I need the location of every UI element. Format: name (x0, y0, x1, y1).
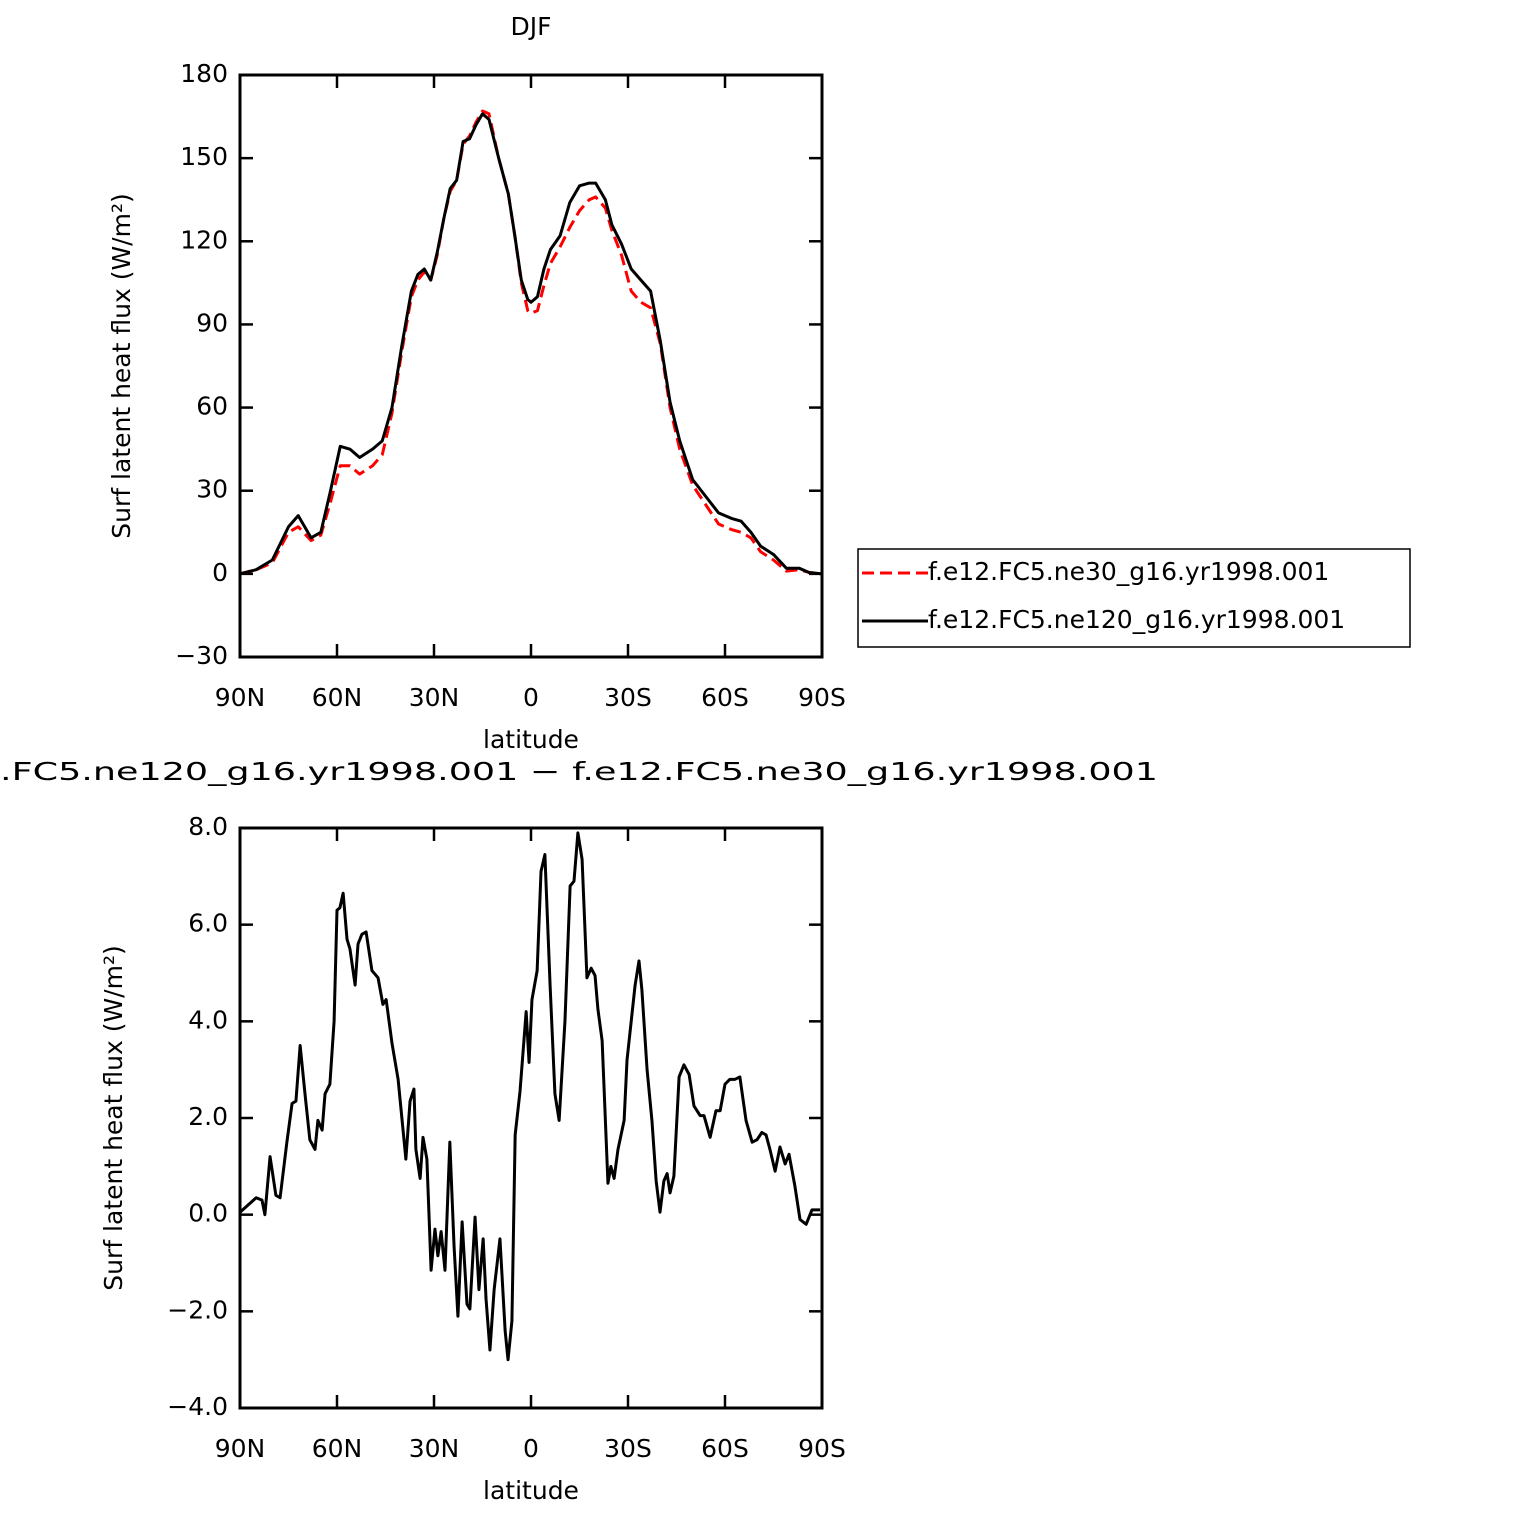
y-tick-label: 120 (180, 225, 228, 254)
series-line (239, 112, 823, 576)
legend-box (857, 548, 1411, 648)
x-axis-label: latitude (483, 1476, 579, 1505)
series-line (238, 831, 821, 1362)
plot-frame (238, 73, 824, 659)
y-axis-label: Surf latent heat flux (W/m²) (99, 945, 128, 1290)
y-tick-label: −30 (175, 641, 228, 670)
x-tick-label: 30S (604, 1434, 652, 1463)
y-axis-label: Surf latent heat flux (W/m²) (107, 193, 136, 538)
y-tick-label: −4.0 (167, 1392, 228, 1421)
y-tick-label: −2.0 (167, 1295, 228, 1324)
x-tick-label: 60S (701, 1434, 749, 1463)
x-tick-label: 30N (409, 1434, 460, 1463)
chart-title: DJF (510, 12, 551, 41)
y-tick-label: 60 (196, 392, 228, 421)
y-tick-label: 6.0 (188, 909, 228, 938)
legend-label: f.e12.FC5.ne30_g16.yr1998.001 (928, 557, 1329, 586)
y-tick-label: 150 (180, 142, 228, 171)
x-tick-label: 90N (215, 683, 266, 712)
y-tick-label: 180 (180, 59, 228, 88)
y-tick-label: 4.0 (188, 1005, 228, 1034)
x-tick-label: 60S (701, 683, 749, 712)
x-tick-label: 90S (798, 683, 846, 712)
y-tick-label: 0.0 (188, 1199, 228, 1228)
x-axis-label: latitude (483, 725, 579, 754)
plot-frame (238, 826, 824, 1410)
x-tick-label: 90S (798, 1434, 846, 1463)
x-tick-label: 60N (312, 1434, 363, 1463)
y-tick-label: 8.0 (188, 812, 228, 841)
legend-label: f.e12.FC5.ne120_g16.yr1998.001 (928, 605, 1345, 634)
y-tick-label: 2.0 (188, 1102, 228, 1131)
x-tick-label: 30S (604, 683, 652, 712)
y-tick-label: 0 (212, 558, 228, 587)
x-tick-label: 30N (409, 683, 460, 712)
x-tick-label: 0 (523, 683, 539, 712)
x-tick-label: 0 (523, 1434, 539, 1463)
chart-title: .FC5.ne120_g16.yr1998.001 − f.e12.FC5.ne… (0, 757, 1158, 786)
y-tick-label: 90 (196, 308, 228, 337)
x-tick-label: 60N (312, 683, 363, 712)
x-tick-label: 90N (215, 1434, 266, 1463)
y-tick-label: 30 (196, 475, 228, 504)
